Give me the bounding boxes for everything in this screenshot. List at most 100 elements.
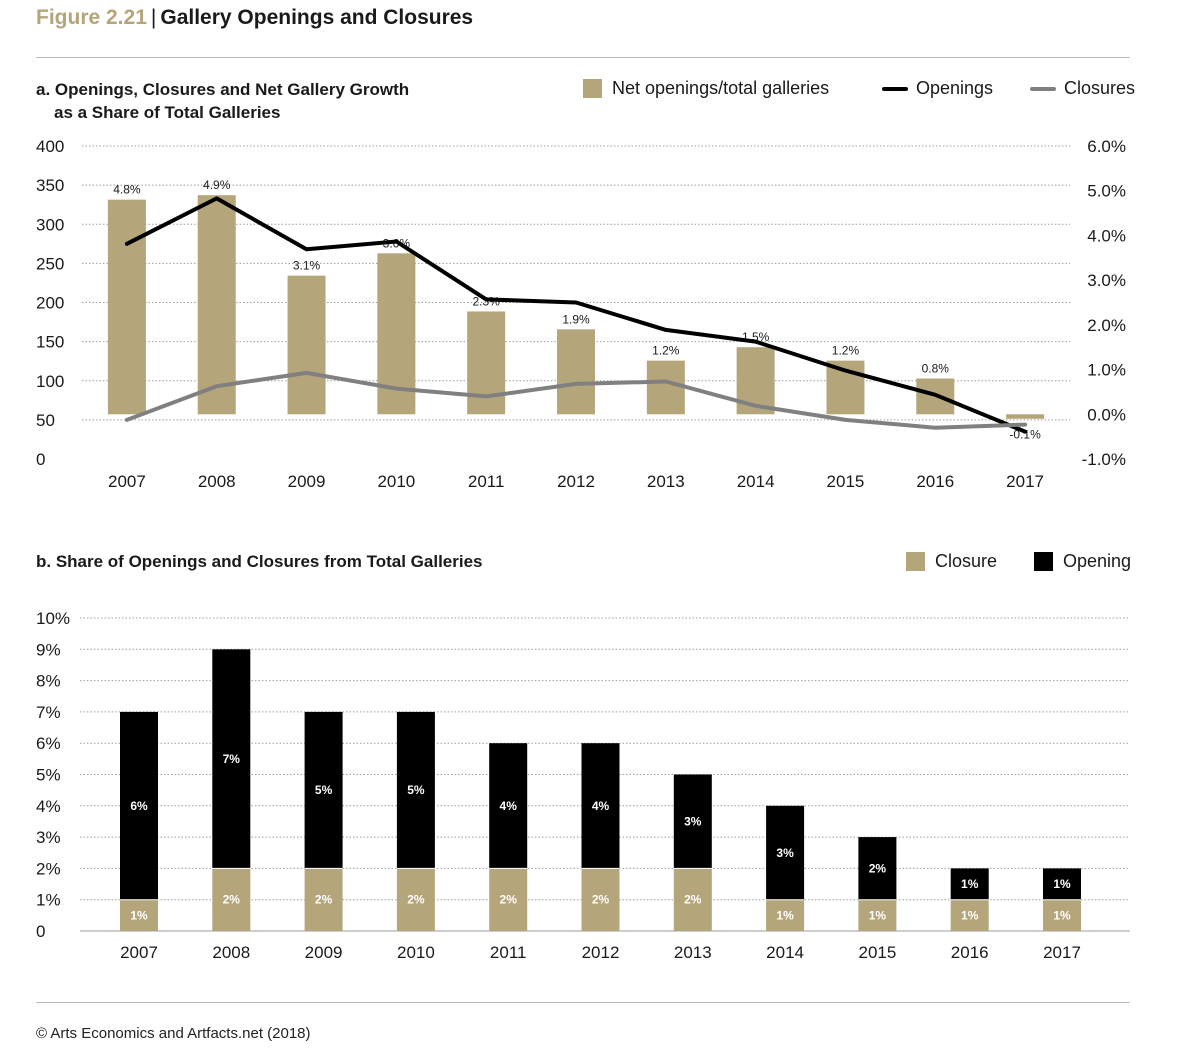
chart-b-closure-data-label: 2% [500,893,518,907]
chart-b-opening-data-label: 2% [869,861,887,875]
chart-b-tick-label: 6% [36,734,61,753]
chart-a-left-tick-label: 200 [36,294,64,313]
chart-b-opening-data-label: 6% [130,799,148,813]
chart-b-opening-bar [673,774,712,869]
legend-openings: Openings [882,78,993,99]
chart-b-opening-bar [396,711,435,869]
chart-b-closure-bar [396,868,435,931]
chart-b-x-tick-label: 2015 [858,943,896,962]
legend-closures-label: Closures [1064,78,1136,98]
legend-net-label: Net openings/total galleries [612,78,830,98]
chart-a-x-tick-label: 2015 [827,472,865,491]
top-rule [36,57,1130,58]
chart-a-x-tick-label: 2012 [557,472,595,491]
chart-b-opening-data-label: 1% [961,877,979,891]
chart-b-opening-bar [304,711,343,869]
chart-b-closure-data-label: 2% [315,893,333,907]
chart-b-tick-label: 10% [36,609,70,628]
legend-closure-swatch [906,552,925,571]
chart-a-right-tick-label: 5.0% [1087,182,1126,201]
legend-closure-label: Closure [935,551,998,571]
chart-b-tick-label: 8% [36,672,61,691]
legend-opening-swatch [1034,552,1053,571]
chart-a-net-data-label: 1.9% [562,312,590,326]
chart-b-x-tick-label: 2016 [951,943,989,962]
chart-b-opening-bar [1043,868,1081,900]
chart-b-opening-bar [120,711,158,900]
chart-b-opening-data-label: 3% [684,814,702,828]
legend-closure: Closure [906,551,997,572]
legend-opening-label: Opening [1063,551,1132,571]
chart-a-left-tick-label: 400 [36,137,64,156]
chart-b-x-tick-label: 2011 [490,943,527,962]
chart-b-closure-bar [766,899,805,931]
chart-a-net-data-label: 3.1% [293,259,321,273]
chart-b-closure-data-label: 2% [592,893,610,907]
chart-b-closure-bar [858,899,897,931]
chart-a-right-tick-label: 4.0% [1087,226,1126,245]
chart-b-tick-label: 2% [36,859,61,878]
chart-b-tick-label: 9% [36,640,61,659]
chart-a-right-tick-label: 3.0% [1087,271,1126,290]
chart-b-closure-data-label: 1% [869,908,887,922]
chart-a-x-tick-label: 2016 [916,472,954,491]
chart-b-closure-bar [1043,899,1081,931]
chart-b-opening-bar [950,868,989,900]
chart-b-tick-label: 5% [36,766,61,785]
chart-b-closure-data-label: 1% [130,908,148,922]
chart-a-net-data-label: 1.2% [652,344,680,358]
chart-a-net-bar [467,311,506,415]
bottom-rule [36,1002,1130,1003]
chart-a-left-tick-label: 150 [36,333,64,352]
chart-b-opening-data-label: 3% [776,846,794,860]
chart-b-closure-data-label: 2% [223,893,241,907]
chart-a-title: a. Openings, Closures and Net Gallery Gr… [36,78,409,124]
chart-b-tick-label: 3% [36,828,61,847]
chart-a-right-tick-label: -1.0% [1082,450,1126,469]
chart-a-net-data-label: 0.8% [922,362,950,376]
chart-b-opening-data-label: 4% [592,799,610,813]
chart-a-right-tick-label: 2.0% [1087,316,1126,335]
chart-b-x-tick-label: 2014 [766,943,804,962]
chart-b-title: b. Share of Openings and Closures from T… [36,552,483,571]
chart-b-closure-data-label: 1% [776,908,794,922]
chart-a-x-tick-label: 2011 [468,472,505,491]
legend-net: Net openings/total galleries [583,78,829,99]
chart-b-closure-data-label: 1% [1053,908,1071,922]
chart-b-x-tick-label: 2008 [212,943,250,962]
chart-b-closure-data-label: 2% [407,893,425,907]
figure-header: Figure 2.21 | Gallery Openings and Closure… [36,6,473,30]
chart-a-net-data-label: 1.2% [832,344,860,358]
chart-b-opening-data-label: 5% [315,783,333,797]
chart-b-closure-bar [304,868,343,931]
chart-b-x-tick-label: 2017 [1043,943,1081,962]
chart-b-opening-data-label: 1% [1053,877,1071,891]
chart-b-x-tick-label: 2007 [120,943,158,962]
chart-a-closures-line [124,370,1028,430]
chart-b-x-tick-label: 2013 [674,943,712,962]
chart-a-x-tick-label: 2013 [647,472,685,491]
figure-number: Figure 2.21 [36,6,147,29]
chart-b-opening-bar [766,805,805,900]
legend-openings-swatch [882,86,908,91]
chart-a-x-tick-label: 2010 [377,472,415,491]
chart-a-openings-line [124,196,1028,434]
chart-b-opening-data-label: 5% [407,783,425,797]
figure-title: Gallery Openings and Closures [160,6,474,29]
chart-a-left-tick-label: 350 [36,176,64,195]
chart-a-right-tick-label: 0.0% [1087,405,1126,424]
chart-b-opening-bar [489,743,528,869]
chart-b-tick-label: 1% [36,891,61,910]
chart-a-x-tick-label: 2008 [198,472,236,491]
chart-a-left-tick-label: 100 [36,372,64,391]
figure-separator: | [150,6,157,29]
chart-a-x-tick-label: 2014 [737,472,775,491]
chart-a-x-tick-label: 2009 [288,472,326,491]
legend-openings-label: Openings [916,78,994,98]
chart-a-left-tick-label: 250 [36,254,64,273]
chart-a-net-bar [646,360,685,415]
chart-a-net-data-label: -0.1% [1009,427,1041,441]
chart-b-opening-data-label: 7% [223,752,241,766]
chart-b-closure-bar [120,899,158,931]
